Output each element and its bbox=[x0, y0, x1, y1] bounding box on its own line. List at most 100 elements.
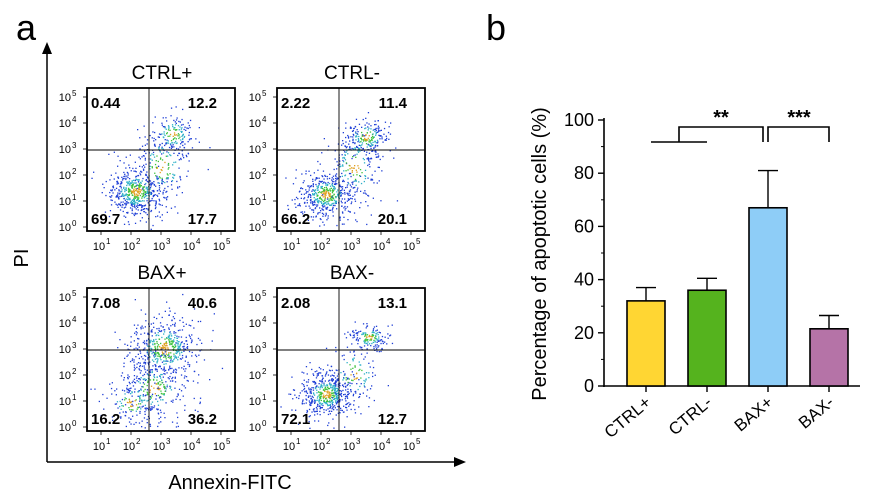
flow-event-dot bbox=[119, 160, 121, 162]
flow-y-tick-exponent: 3 bbox=[72, 141, 77, 150]
flow-event-dot bbox=[357, 388, 359, 391]
flow-event-dot bbox=[328, 192, 330, 194]
flow-event-dot bbox=[212, 329, 214, 332]
flow-event-dot bbox=[147, 409, 150, 411]
flow-event-dot bbox=[335, 200, 337, 202]
flow-event-dot bbox=[155, 365, 157, 368]
flow-event-dot bbox=[315, 386, 318, 388]
flow-event-dot bbox=[343, 207, 345, 209]
flow-event-dot bbox=[162, 166, 164, 169]
flow-event-dot bbox=[170, 386, 172, 388]
flow-event-dot bbox=[309, 194, 311, 196]
flow-event-dot bbox=[161, 382, 163, 384]
flow-event-dot bbox=[367, 129, 369, 131]
flow-event-dot bbox=[179, 121, 181, 123]
flow-event-dot bbox=[360, 141, 362, 143]
flow-event-dot bbox=[343, 394, 345, 396]
flow-event-dot bbox=[150, 185, 152, 187]
flow-event-dot bbox=[178, 137, 180, 140]
flow-event-dot bbox=[93, 171, 95, 173]
flow-event-dot bbox=[329, 407, 332, 409]
flow-event-dot bbox=[159, 357, 161, 359]
flow-event-dot bbox=[348, 164, 350, 167]
flow-event-dot bbox=[201, 342, 203, 344]
flow-event-dot bbox=[348, 143, 350, 145]
flow-event-dot bbox=[165, 402, 167, 404]
flow-event-dot bbox=[161, 361, 164, 363]
flow-event-dot bbox=[171, 343, 173, 345]
flow-event-dot bbox=[303, 198, 305, 200]
flow-event-dot bbox=[190, 337, 192, 340]
flow-event-dot bbox=[157, 195, 159, 197]
flow-event-dot bbox=[186, 175, 188, 177]
flow-event-dot bbox=[305, 381, 308, 383]
flow-event-dot bbox=[156, 376, 158, 378]
flow-event-dot bbox=[149, 389, 151, 391]
flow-event-dot bbox=[176, 117, 178, 119]
flow-event-dot bbox=[328, 388, 330, 390]
flow-event-dot bbox=[319, 408, 321, 410]
flow-event-dot bbox=[149, 342, 151, 344]
flow-event-dot bbox=[291, 376, 293, 378]
flow-event-dot bbox=[330, 405, 332, 408]
flow-event-dot bbox=[339, 219, 341, 221]
flow-event-dot bbox=[168, 340, 171, 342]
flow-event-dot bbox=[345, 187, 347, 189]
flow-event-dot bbox=[337, 189, 339, 191]
flow-event-dot bbox=[181, 354, 184, 357]
flow-event-dot bbox=[344, 193, 346, 195]
flow-event-dot bbox=[163, 344, 165, 346]
flow-event-dot bbox=[335, 369, 337, 371]
flow-event-dot bbox=[180, 158, 182, 161]
flow-event-dot bbox=[173, 128, 175, 130]
flow-event-dot bbox=[337, 378, 339, 380]
flow-event-dot bbox=[313, 200, 316, 203]
flow-event-dot bbox=[163, 196, 165, 199]
flow-event-dot bbox=[157, 381, 159, 384]
flow-event-dot bbox=[353, 127, 355, 129]
flow-event-dot bbox=[325, 202, 327, 204]
flow-event-dot bbox=[155, 203, 157, 205]
flow-event-dot bbox=[124, 202, 126, 204]
flow-event-dot bbox=[357, 343, 359, 345]
flow-event-dot bbox=[115, 172, 117, 174]
flow-event-dot bbox=[167, 360, 169, 362]
flow-event-dot bbox=[344, 426, 346, 428]
flow-event-dot bbox=[326, 388, 328, 391]
flow-event-dot bbox=[127, 221, 130, 223]
flow-event-dot bbox=[375, 153, 377, 156]
flow-event-dot bbox=[335, 402, 338, 404]
flow-event-dot bbox=[312, 193, 314, 195]
flow-event-dot bbox=[326, 219, 328, 221]
flow-event-dot bbox=[340, 407, 342, 409]
flow-event-dot bbox=[177, 186, 179, 188]
flow-event-dot bbox=[335, 346, 337, 349]
flow-event-dot bbox=[147, 177, 149, 179]
flow-event-dot bbox=[337, 164, 339, 166]
flow-event-dot bbox=[133, 423, 135, 425]
flow-event-dot bbox=[150, 193, 152, 196]
flow-event-dot bbox=[114, 403, 116, 405]
flow-event-dot bbox=[158, 203, 160, 205]
flow-event-dot bbox=[138, 378, 141, 380]
flow-event-dot bbox=[324, 187, 326, 189]
flow-event-dot bbox=[372, 328, 375, 330]
flow-event-dot bbox=[174, 344, 176, 346]
flow-event-dot bbox=[149, 356, 151, 358]
flow-event-dot bbox=[335, 391, 337, 394]
flow-event-dot bbox=[305, 192, 307, 194]
flow-event-dot bbox=[349, 211, 351, 213]
flow-event-dot bbox=[143, 208, 145, 210]
flow-event-dot bbox=[94, 388, 96, 390]
flow-event-dot bbox=[149, 371, 151, 374]
flow-event-dot bbox=[301, 371, 303, 373]
flow-event-dot bbox=[144, 157, 146, 159]
flow-event-dot bbox=[307, 395, 310, 397]
flow-event-dot bbox=[139, 172, 141, 174]
flow-event-dot bbox=[116, 204, 118, 206]
flow-event-dot bbox=[340, 394, 342, 396]
flow-event-dot bbox=[157, 383, 160, 385]
flow-event-dot bbox=[155, 201, 157, 203]
flow-event-dot bbox=[151, 331, 153, 333]
flow-event-dot bbox=[316, 177, 319, 179]
